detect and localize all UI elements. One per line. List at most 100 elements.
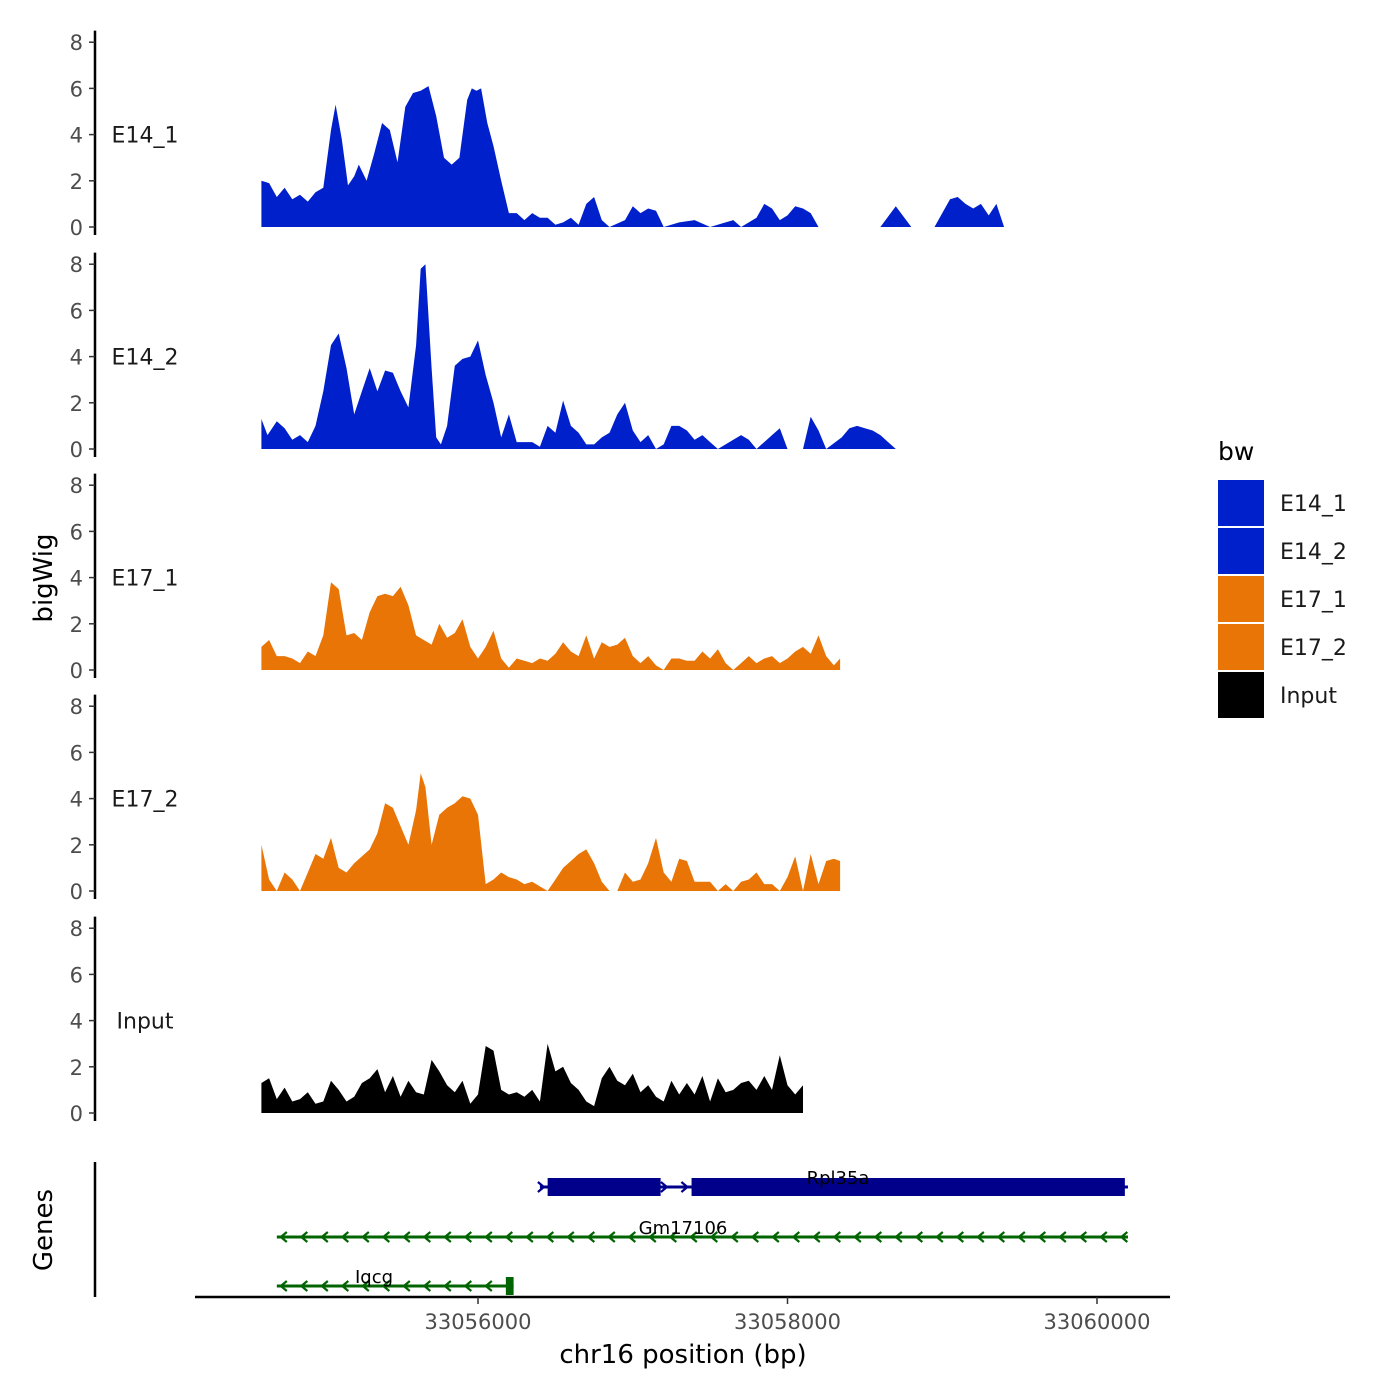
y-tick-label: 4	[70, 788, 83, 812]
strand-arrow	[340, 1231, 350, 1243]
track-label-Input: Input	[117, 1010, 174, 1035]
strand-arrow	[484, 1231, 493, 1243]
strand-arrow	[1099, 1231, 1108, 1243]
legend-item-Input: Input	[1218, 672, 1337, 718]
strand-arrow	[873, 1231, 883, 1243]
strand-arrow	[689, 1231, 698, 1243]
strand-arrow	[463, 1231, 473, 1243]
legend-label: Input	[1280, 684, 1337, 709]
y-tick-label: 6	[70, 741, 83, 765]
strand-arrow	[566, 1231, 575, 1243]
strand-arrow	[660, 1181, 669, 1193]
strand-arrow	[1037, 1231, 1047, 1243]
strand-arrow	[668, 1231, 678, 1243]
strand-arrow	[955, 1231, 965, 1243]
gene-label: Iqcg	[355, 1267, 393, 1288]
strand-arrow	[279, 1280, 288, 1292]
strand-arrow	[340, 1280, 350, 1292]
track-label-E17_2: E17_2	[112, 788, 179, 813]
y-tick-label: 8	[70, 253, 83, 277]
gene-label: Gm17106	[639, 1218, 728, 1239]
strand-arrow	[381, 1231, 391, 1243]
y-tick-label: 6	[70, 520, 83, 544]
area-E14_1	[261, 86, 1008, 227]
strand-arrow	[402, 1280, 411, 1292]
strand-arrow	[935, 1231, 944, 1243]
strand-arrow	[832, 1231, 842, 1243]
strand-arrow	[853, 1231, 862, 1243]
strand-arrow	[894, 1231, 903, 1243]
strand-arrow	[422, 1231, 432, 1243]
strand-arrow	[1078, 1231, 1088, 1243]
y-tick-label: 8	[70, 917, 83, 941]
strand-arrow	[422, 1280, 432, 1292]
strand-arrow	[627, 1231, 637, 1243]
legend-label: E14_1	[1280, 492, 1347, 517]
strand-arrow	[648, 1231, 657, 1243]
y-tick-label: 0	[70, 880, 83, 904]
panel-E14_1: 0 2 4 6 8	[70, 30, 1008, 240]
y-tick-label: 2	[70, 834, 83, 858]
strand-arrow	[504, 1231, 514, 1243]
legend-swatch	[1218, 576, 1264, 622]
panel-Input: 0 2 4 6 8	[70, 916, 803, 1126]
gene-label: Rpl35a	[807, 1168, 870, 1189]
y-tick-label: 8	[70, 695, 83, 719]
legend-label: E17_1	[1280, 588, 1347, 613]
y-tick-label: 6	[70, 963, 83, 987]
y-tick-label: 0	[70, 216, 83, 240]
strand-arrow	[1058, 1231, 1067, 1243]
area-E14_2	[261, 264, 896, 449]
strand-arrow	[361, 1280, 370, 1292]
strand-arrow	[607, 1231, 616, 1243]
strand-arrow	[750, 1231, 760, 1243]
strand-arrow	[361, 1231, 370, 1243]
legend-item-E17_2: E17_2	[1218, 624, 1347, 670]
y-tick-label: 4	[70, 346, 83, 370]
strand-arrow	[381, 1280, 391, 1292]
strand-arrow	[299, 1231, 309, 1243]
x-tick-label: 33060000	[1044, 1310, 1151, 1334]
track-panels: 0 2 4 6 8 0 2 4 6 8 0 2 4 6 8 0 2 4 6 8 0 2 4 6 8	[70, 30, 1008, 1126]
strand-arrow	[545, 1231, 555, 1243]
strand-arrow	[1119, 1231, 1129, 1243]
strand-arrow	[402, 1231, 411, 1243]
legend-swatch	[1218, 528, 1264, 574]
track-label-E14_1: E14_1	[112, 124, 179, 149]
legend-swatch	[1218, 624, 1264, 670]
strand-arrow	[443, 1280, 452, 1292]
y-tick-label: 8	[70, 474, 83, 498]
gene-Rpl35a: Rpl35a	[537, 1168, 1128, 1196]
y-tick-label: 0	[70, 659, 83, 683]
x-tick-label: 33058000	[734, 1310, 841, 1334]
legend-label: E17_2	[1280, 636, 1347, 661]
gene-Iqcg: Iqcg	[276, 1267, 514, 1295]
exon-block	[505, 1277, 514, 1295]
strand-arrow	[443, 1231, 452, 1243]
panel-E14_2: 0 2 4 6 8	[70, 252, 896, 462]
y-axis-title: bigWig	[29, 533, 59, 622]
area-E17_2	[261, 773, 841, 891]
y-tick-label: 0	[70, 438, 83, 462]
strand-arrow	[320, 1280, 329, 1292]
strand-arrow	[320, 1231, 329, 1243]
y-tick-label: 4	[70, 1010, 83, 1034]
track-labels: E14_1 E14_2 E17_1 E17_2 Input	[112, 124, 179, 1035]
legend-item-E14_1: E14_1	[1218, 480, 1347, 526]
legend: E14_1 E14_2 E17_1 E17_2 Input	[1218, 480, 1347, 718]
strand-arrow	[299, 1280, 309, 1292]
y-tick-label: 2	[70, 1056, 83, 1080]
track-label-E14_2: E14_2	[112, 346, 179, 371]
strand-arrow	[586, 1231, 596, 1243]
y-tick-label: 0	[70, 1102, 83, 1126]
genes-axis-title: Genes	[29, 1189, 59, 1271]
legend-item-E17_1: E17_1	[1218, 576, 1347, 622]
gene-track: Rpl35a Gm17106 Iqcg	[93, 1162, 1129, 1297]
strand-arrow	[812, 1231, 821, 1243]
strand-arrow	[914, 1231, 924, 1243]
strand-arrow	[680, 1181, 690, 1193]
gene-Gm17106: Gm17106	[276, 1218, 1129, 1243]
x-axis-title: chr16 position (bp)	[559, 1340, 806, 1370]
y-tick-label: 2	[70, 170, 83, 194]
